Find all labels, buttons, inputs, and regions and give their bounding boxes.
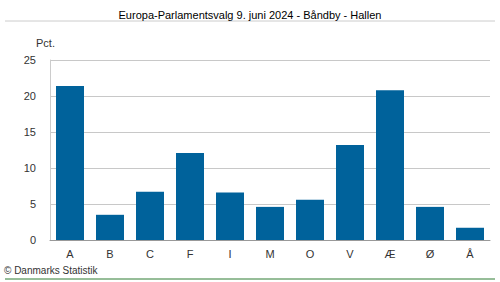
svg-text:B: B	[106, 248, 113, 260]
svg-text:© Danmarks Statistik: © Danmarks Statistik	[4, 265, 99, 276]
svg-text:A: A	[66, 248, 74, 260]
svg-text:0: 0	[30, 234, 36, 246]
svg-text:I: I	[228, 248, 231, 260]
svg-text:V: V	[346, 248, 354, 260]
svg-text:Ø: Ø	[426, 248, 435, 260]
svg-text:20: 20	[24, 90, 36, 102]
svg-text:O: O	[306, 248, 315, 260]
svg-text:M: M	[265, 248, 274, 260]
svg-text:F: F	[187, 248, 194, 260]
svg-text:5: 5	[30, 198, 36, 210]
svg-text:10: 10	[24, 162, 36, 174]
svg-text:C: C	[146, 248, 154, 260]
svg-text:Europa-Parlamentsvalg 9. juni: Europa-Parlamentsvalg 9. juni 2024 - Bån…	[119, 9, 382, 21]
svg-text:25: 25	[24, 54, 36, 66]
svg-text:Å: Å	[466, 248, 474, 260]
svg-text:Æ: Æ	[385, 248, 396, 260]
svg-text:Pct.: Pct.	[36, 37, 55, 49]
svg-text:15: 15	[24, 126, 36, 138]
